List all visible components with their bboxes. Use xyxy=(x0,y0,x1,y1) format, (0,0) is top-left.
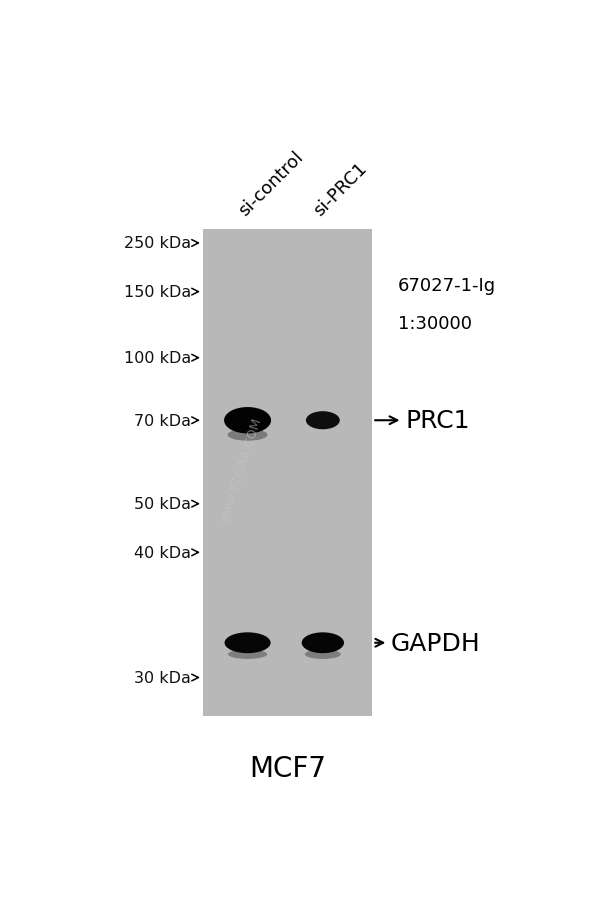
Text: 100 kDa: 100 kDa xyxy=(124,351,198,366)
Text: 40 kDa: 40 kDa xyxy=(134,545,198,560)
Text: 50 kDa: 50 kDa xyxy=(134,497,198,511)
Text: www.PTGAA.COM: www.PTGAA.COM xyxy=(217,416,263,523)
Text: MCF7: MCF7 xyxy=(249,754,326,782)
Ellipse shape xyxy=(228,429,268,441)
Ellipse shape xyxy=(305,649,341,659)
Ellipse shape xyxy=(306,411,340,430)
Text: PRC1: PRC1 xyxy=(375,409,470,433)
Text: si-PRC1: si-PRC1 xyxy=(310,159,370,219)
Text: si-control: si-control xyxy=(235,148,307,219)
Text: GAPDH: GAPDH xyxy=(375,631,481,655)
Bar xyxy=(203,230,372,716)
Ellipse shape xyxy=(228,649,267,659)
Text: 1:30000: 1:30000 xyxy=(398,315,472,333)
Ellipse shape xyxy=(302,632,344,653)
Text: 250 kDa: 250 kDa xyxy=(124,236,198,251)
Text: 30 kDa: 30 kDa xyxy=(134,670,198,686)
Ellipse shape xyxy=(224,408,271,434)
Text: 67027-1-Ig: 67027-1-Ig xyxy=(398,276,497,294)
Text: 150 kDa: 150 kDa xyxy=(124,285,198,299)
Text: 70 kDa: 70 kDa xyxy=(134,413,198,428)
Ellipse shape xyxy=(225,632,271,653)
